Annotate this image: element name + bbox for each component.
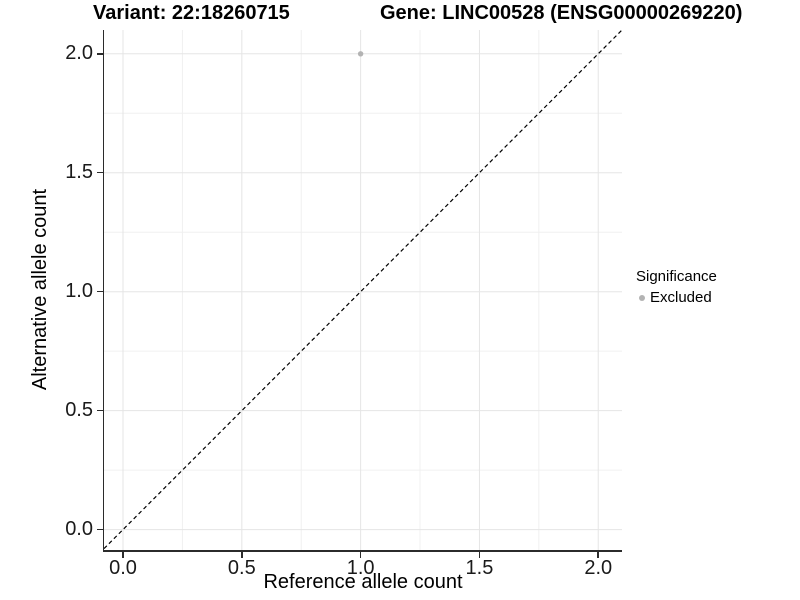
- y-axis-tick-label: 0.0: [65, 517, 93, 540]
- plot-canvas: [104, 30, 622, 551]
- y-axis-tick-label: 1.5: [65, 160, 93, 183]
- legend: Significance Excluded: [636, 268, 717, 306]
- x-axis-tick-mark: [241, 551, 243, 558]
- y-axis-tick-mark: [96, 171, 103, 174]
- y-axis-tick-label: 2.0: [65, 41, 93, 64]
- legend-item-label: Excluded: [650, 289, 712, 306]
- x-axis-tick-label: 2.0: [584, 557, 613, 579]
- plot-title-gene: Gene: LINC00528 (ENSG00000269220): [380, 2, 743, 24]
- y-axis-tick-label: 1.0: [65, 279, 93, 302]
- y-axis-tick-mark: [96, 290, 103, 293]
- data-point-excluded: [357, 51, 364, 57]
- y-axis-tick-mark: [96, 53, 103, 55]
- y-axis-tick-label: 0.5: [65, 398, 93, 421]
- y-axis-tick-mark: [96, 528, 103, 531]
- x-axis-tick-label: 0.0: [109, 557, 137, 579]
- x-axis-tick-mark: [122, 551, 124, 558]
- x-axis-tick-label: 1.5: [465, 557, 494, 579]
- legend-item-excluded: Excluded: [636, 289, 717, 306]
- y-axis-tick-mark: [96, 409, 103, 412]
- legend-title: Significance: [636, 268, 717, 285]
- excluded-point-marker-icon: [639, 294, 645, 301]
- x-axis-tick-mark: [597, 551, 599, 558]
- x-axis-tick-mark: [478, 551, 481, 558]
- x-axis-tick-label: 0.5: [227, 557, 256, 579]
- y-axis-title: Alternative allele count: [29, 188, 51, 391]
- x-axis-line: [102, 550, 622, 552]
- x-axis-tick-mark: [359, 551, 362, 558]
- y-axis-line: [102, 30, 104, 552]
- plot-panel: [104, 30, 622, 551]
- x-axis-title: Reference allele count: [263, 571, 463, 593]
- x-axis-tick-label: 1.0: [346, 557, 375, 579]
- identity-dashed-line: [104, 30, 622, 550]
- plot-title-variant: Variant: 22:18260715: [93, 2, 290, 24]
